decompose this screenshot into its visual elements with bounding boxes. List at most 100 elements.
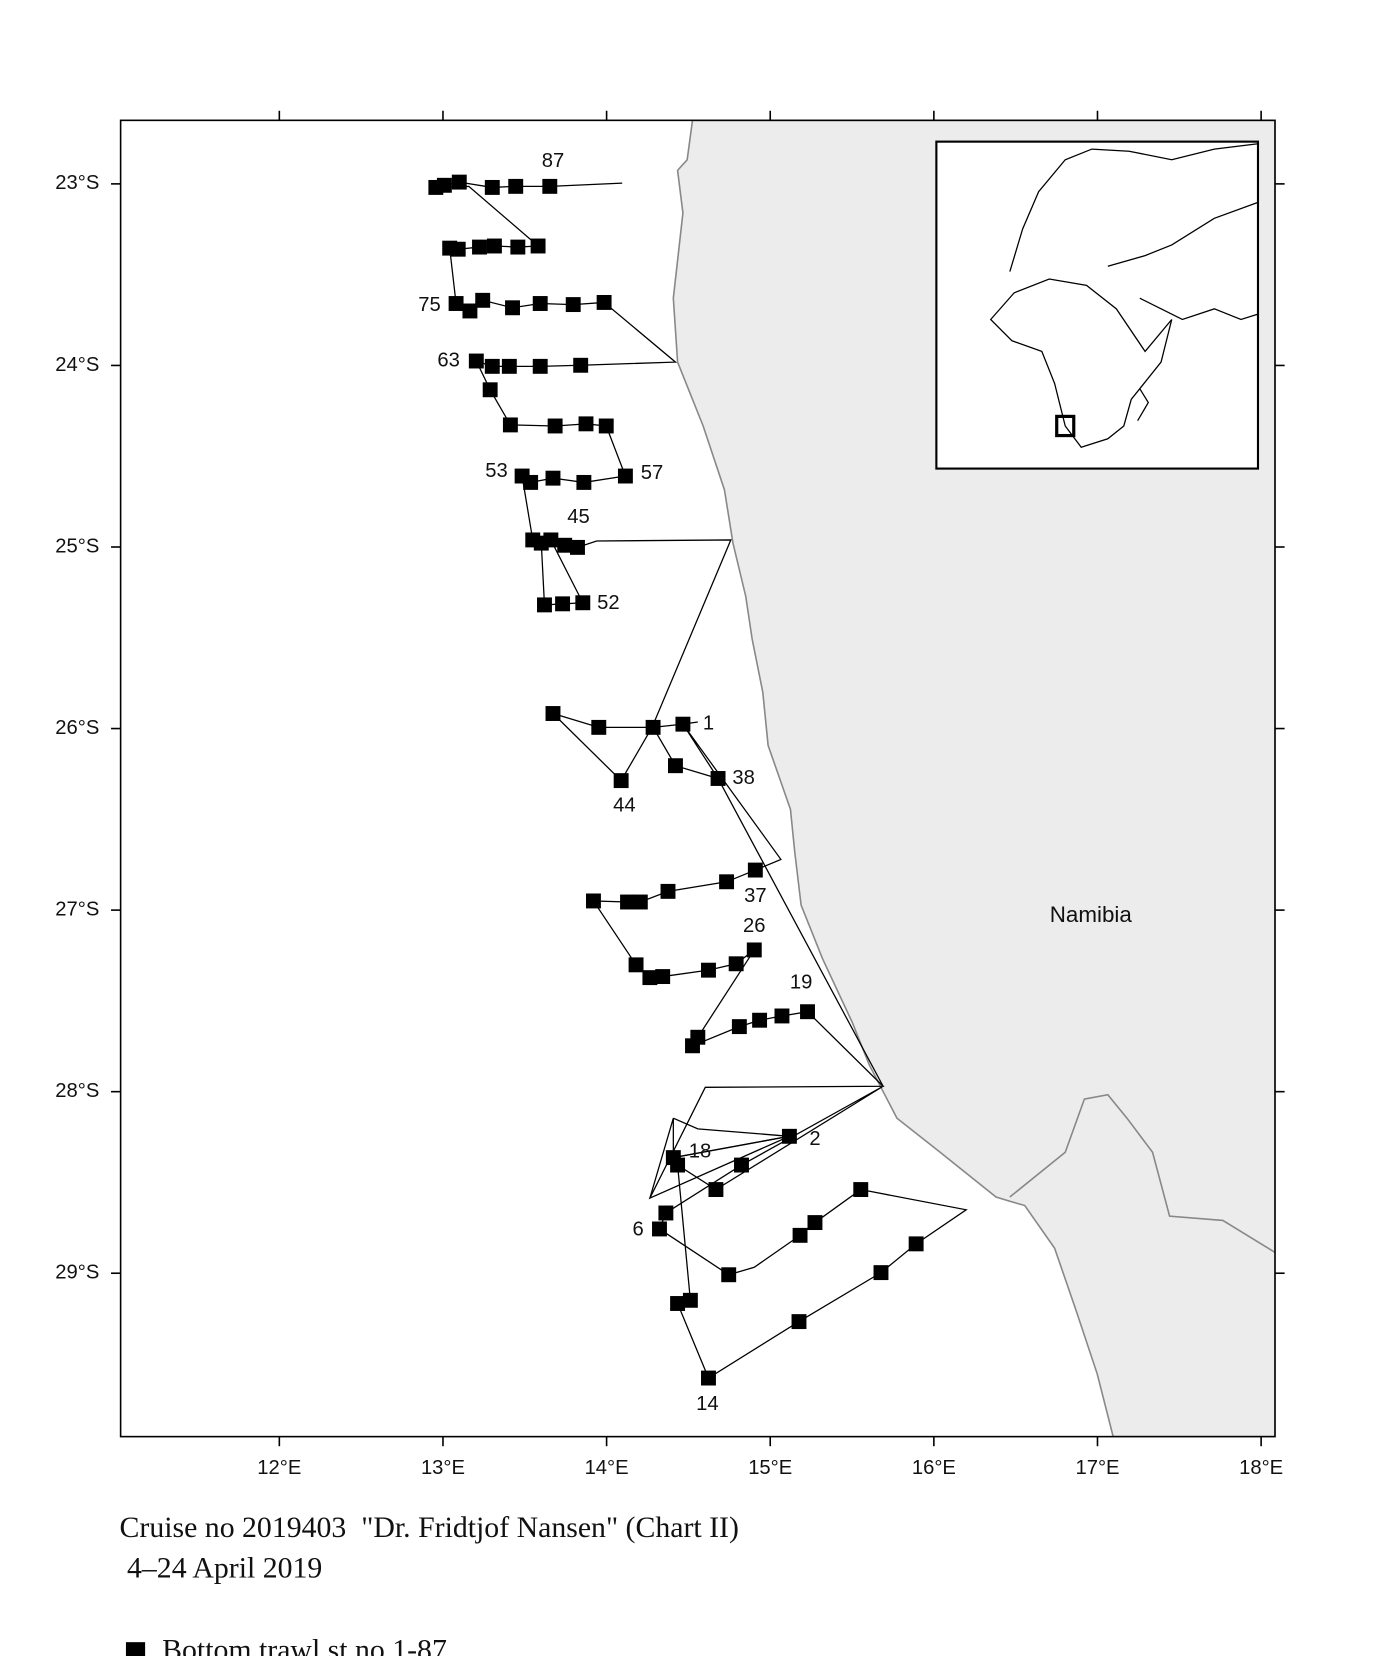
station xyxy=(537,597,552,613)
y-tick-label: 28°S xyxy=(55,1080,99,1102)
station xyxy=(450,241,466,257)
station xyxy=(484,179,500,195)
station xyxy=(547,418,563,434)
station xyxy=(728,956,744,972)
station xyxy=(505,300,520,316)
station xyxy=(791,1314,807,1330)
station xyxy=(532,296,548,311)
station xyxy=(670,1157,686,1173)
station xyxy=(555,596,571,612)
station xyxy=(617,468,633,484)
station xyxy=(734,1157,749,1173)
station xyxy=(731,1019,747,1035)
station xyxy=(652,1221,667,1237)
station-label: 6 xyxy=(633,1218,644,1240)
station xyxy=(752,1012,768,1028)
station xyxy=(628,957,644,973)
station xyxy=(484,358,500,374)
station-label: 75 xyxy=(418,294,441,316)
station-label: 38 xyxy=(732,767,755,789)
legend-label: Bottom trawl st.no 1-87 xyxy=(162,1634,447,1656)
station xyxy=(682,1292,698,1308)
station xyxy=(642,970,658,986)
station xyxy=(501,358,517,374)
station xyxy=(591,719,607,735)
station xyxy=(586,893,601,909)
y-tick-label: 27°S xyxy=(55,898,99,920)
station xyxy=(781,1128,797,1144)
station xyxy=(668,758,683,774)
station-label: 53 xyxy=(485,460,508,482)
station-label: 52 xyxy=(597,592,620,614)
station xyxy=(502,417,518,433)
station xyxy=(573,357,589,373)
station-label: 14 xyxy=(696,1393,719,1415)
station-label: 45 xyxy=(567,506,590,528)
station-label: 44 xyxy=(613,795,636,817)
station xyxy=(530,238,546,254)
caption-line: Cruise no 2019403 "Dr. Fridtjof Nansen" … xyxy=(120,1511,739,1544)
station xyxy=(545,470,561,486)
station-label: 19 xyxy=(790,971,813,993)
station xyxy=(532,358,548,374)
station xyxy=(545,706,561,721)
station xyxy=(451,174,467,190)
x-tick-label: 13°E xyxy=(421,1457,465,1479)
station-label: 1 xyxy=(703,713,714,735)
station-label: 87 xyxy=(542,150,564,172)
y-tick-label: 25°S xyxy=(55,535,99,557)
border xyxy=(1009,1093,1276,1254)
station xyxy=(462,303,478,319)
station xyxy=(807,1215,823,1231)
station xyxy=(710,771,726,786)
x-tick-label: 15°E xyxy=(748,1457,792,1479)
station xyxy=(908,1236,924,1252)
caption-line: 4–24 April 2019 xyxy=(120,1552,323,1585)
station xyxy=(468,353,484,369)
station xyxy=(510,239,526,255)
station-label: 26 xyxy=(743,915,766,937)
x-tick-label: 18°E xyxy=(1239,1457,1283,1479)
station xyxy=(873,1265,889,1281)
station xyxy=(719,874,735,890)
station xyxy=(792,1227,808,1243)
station xyxy=(613,773,629,789)
station xyxy=(508,178,524,194)
station xyxy=(436,177,452,193)
legend-symbol xyxy=(125,1642,146,1656)
station xyxy=(675,716,691,732)
y-tick-label: 29°S xyxy=(55,1262,99,1284)
station-label: 57 xyxy=(641,462,664,484)
station xyxy=(632,894,648,910)
station-label: 37 xyxy=(744,885,767,907)
station xyxy=(596,294,612,310)
inset xyxy=(935,140,1260,470)
station xyxy=(701,962,716,978)
station xyxy=(721,1267,737,1283)
x-tick-label: 12°E xyxy=(257,1457,301,1479)
station xyxy=(475,292,491,308)
station xyxy=(853,1182,869,1198)
station xyxy=(523,474,539,490)
station-label: 2 xyxy=(809,1128,820,1150)
station-label: 18 xyxy=(689,1141,712,1163)
station xyxy=(482,382,498,398)
station xyxy=(660,883,676,899)
station xyxy=(620,894,635,910)
y-tick-label: 23°S xyxy=(55,172,99,194)
station xyxy=(701,1370,716,1386)
station xyxy=(578,416,594,432)
station xyxy=(448,296,464,311)
station-label: 63 xyxy=(437,349,460,371)
x-tick-label: 17°E xyxy=(1075,1457,1119,1479)
station xyxy=(472,239,487,255)
y-tick-label: 24°S xyxy=(55,354,99,376)
station xyxy=(542,178,558,194)
station xyxy=(774,1008,790,1024)
station xyxy=(670,1296,686,1311)
station xyxy=(557,537,573,553)
station xyxy=(655,969,671,985)
station xyxy=(690,1029,706,1045)
country-label: Namibia xyxy=(1050,902,1133,927)
station xyxy=(543,532,559,548)
